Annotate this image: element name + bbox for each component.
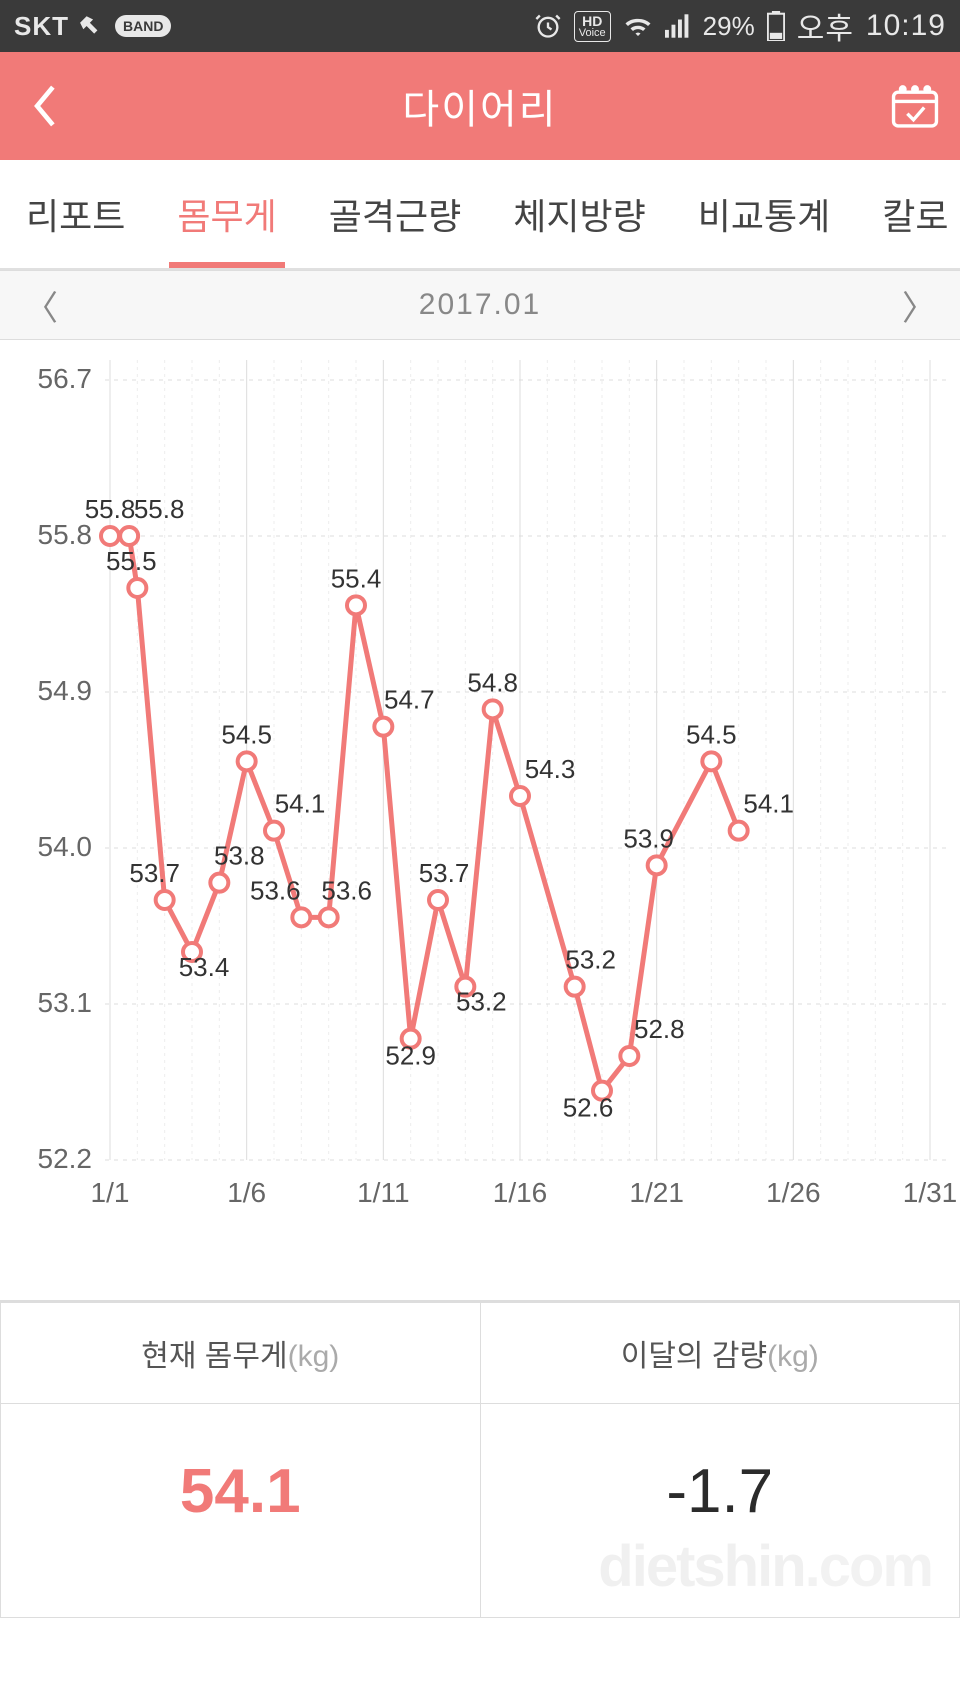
svg-text:55.4: 55.4 — [331, 563, 382, 593]
weight-chart[interactable]: 1/1 1/6 1/11 1/16 1/21 1/26 1/31 56.7 55.8 54.9 54… — [0, 340, 960, 1300]
app-header: 다이어리 — [0, 52, 960, 160]
svg-text:1/1: 1/1 — [91, 1177, 130, 1208]
svg-text:53.7: 53.7 — [419, 858, 470, 888]
hd-text: HD — [579, 14, 606, 28]
svg-text:1/31: 1/31 — [903, 1177, 958, 1208]
svg-text:1/16: 1/16 — [493, 1177, 548, 1208]
svg-text:54.5: 54.5 — [221, 719, 272, 749]
chart-svg: 1/1 1/6 1/11 1/16 1/21 1/26 1/31 56.7 55.8 54.9 54… — [0, 340, 960, 1300]
month-loss-label: 이달의 감량 — [621, 1340, 767, 1373]
back-button[interactable] — [0, 84, 90, 128]
current-weight-card: 현재 몸무게(kg) 54.1 — [0, 1302, 480, 1618]
watermark-text: dietshin — [598, 1534, 804, 1599]
svg-text:1/6: 1/6 — [227, 1177, 266, 1208]
watermark: dietshin.com — [598, 1533, 932, 1600]
wifi-icon — [623, 13, 653, 39]
kakao-icon — [79, 13, 105, 39]
svg-text:53.7: 53.7 — [129, 858, 180, 888]
tab-bar: 리포트몸무게골격근량체지방량비교통계칼로 — [0, 160, 960, 270]
current-weight-value: 54.1 — [1, 1404, 480, 1617]
svg-text:54.8: 54.8 — [467, 667, 518, 697]
clock-prefix: 오후 — [797, 4, 854, 48]
month-label: 2017.01 — [419, 288, 541, 322]
status-left: SKT BAND — [14, 11, 171, 42]
current-weight-unit: (kg) — [288, 1340, 340, 1373]
page-title: 다이어리 — [0, 77, 960, 135]
tab-0[interactable]: 리포트 — [0, 160, 151, 268]
carrier-label: SKT — [14, 11, 69, 42]
month-navigator: 〈 2017.01 〉 — [0, 270, 960, 340]
svg-text:54.1: 54.1 — [275, 789, 326, 819]
svg-text:53.8: 53.8 — [214, 841, 265, 871]
watermark-suffix: .com — [805, 1534, 932, 1599]
month-loss-header: 이달의 감량(kg) — [481, 1303, 960, 1404]
summary-row: 현재 몸무게(kg) 54.1 이달의 감량(kg) -1.7 dietshin… — [0, 1300, 960, 1618]
voice-text: Voice — [579, 28, 606, 39]
status-right: HD Voice 29% 오후 10:19 — [534, 4, 946, 48]
svg-text:1/11: 1/11 — [357, 1177, 409, 1208]
signal-icon — [665, 14, 691, 38]
band-badge: BAND — [115, 15, 171, 37]
svg-text:53.4: 53.4 — [179, 952, 230, 982]
svg-text:54.0: 54.0 — [38, 831, 93, 862]
svg-text:53.2: 53.2 — [456, 987, 507, 1017]
tab-4[interactable]: 비교통계 — [672, 160, 856, 268]
svg-text:53.6: 53.6 — [250, 875, 301, 905]
svg-text:52.2: 52.2 — [38, 1143, 93, 1174]
svg-text:52.8: 52.8 — [634, 1014, 685, 1044]
svg-text:53.6: 53.6 — [321, 875, 372, 905]
alarm-icon — [534, 12, 562, 40]
svg-text:53.9: 53.9 — [623, 823, 674, 853]
hd-voice-icon: HD Voice — [574, 11, 611, 42]
battery-percent: 29% — [703, 11, 755, 42]
tab-1[interactable]: 몸무게 — [151, 160, 302, 268]
svg-text:53.1: 53.1 — [38, 987, 93, 1018]
clock-time: 10:19 — [866, 9, 946, 43]
month-loss-unit: (kg) — [767, 1340, 819, 1373]
svg-text:54.3: 54.3 — [525, 754, 576, 784]
svg-text:56.7: 56.7 — [38, 363, 93, 394]
svg-text:54.1: 54.1 — [743, 789, 794, 819]
svg-text:52.6: 52.6 — [563, 1093, 614, 1123]
calendar-button[interactable] — [870, 83, 960, 129]
battery-icon — [767, 11, 785, 41]
android-status-bar: SKT BAND HD Voice 29% 오후 10:19 — [0, 0, 960, 52]
svg-text:55.8: 55.8 — [134, 494, 185, 524]
next-month-button[interactable]: 〉 — [902, 281, 936, 330]
svg-text:53.2: 53.2 — [565, 945, 616, 975]
svg-text:54.7: 54.7 — [384, 685, 435, 715]
current-weight-label: 현재 몸무게 — [141, 1340, 287, 1373]
svg-text:55.8: 55.8 — [85, 494, 136, 524]
prev-month-button[interactable]: 〈 — [24, 281, 58, 330]
svg-text:54.9: 54.9 — [38, 675, 93, 706]
svg-text:1/26: 1/26 — [766, 1177, 821, 1208]
tab-2[interactable]: 골격근량 — [303, 160, 487, 268]
tab-3[interactable]: 체지방량 — [487, 160, 671, 268]
current-weight-header: 현재 몸무게(kg) — [1, 1303, 480, 1404]
svg-text:54.5: 54.5 — [686, 719, 737, 749]
tab-5[interactable]: 칼로 — [856, 160, 960, 268]
svg-text:52.9: 52.9 — [385, 1041, 436, 1071]
svg-text:55.5: 55.5 — [106, 546, 157, 576]
svg-text:1/21: 1/21 — [629, 1177, 684, 1208]
